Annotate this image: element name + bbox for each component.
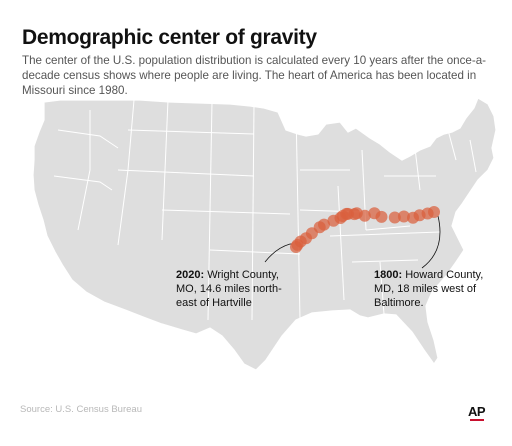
chart-title: Demographic center of gravity [22, 26, 317, 49]
state-borders [53, 99, 477, 321]
population-center-dot-1950 [327, 214, 340, 227]
callout-2020-line3: east of Hartville [176, 297, 252, 309]
callout-1800-year: 1800: [374, 269, 403, 281]
center-of-population-path [290, 206, 440, 253]
pointer-line-2020 [264, 243, 292, 263]
callout-2020-year: 2020: [176, 269, 205, 281]
population-center-dot-1840 [397, 210, 410, 223]
population-center-dot-2020 [290, 241, 302, 253]
pointer-line-1800 [421, 215, 441, 269]
ap-logo: AP [468, 404, 486, 419]
callout-2020-line1: Wright County, [207, 269, 279, 281]
population-center-dot-1830 [407, 211, 419, 224]
callout-1800: 1800: Howard County, MD, 18 miles west o… [374, 268, 483, 310]
population-center-dot-1870 [368, 207, 381, 220]
us-landmass [32, 97, 497, 371]
callout-2020-line2: MO, 14.6 miles north- [176, 283, 282, 295]
callout-2020: 2020: Wright County, MO, 14.6 miles nort… [176, 268, 282, 310]
source-note: Source: U.S. Census Bureau [20, 404, 142, 415]
callout-1800-line1: Howard County, [405, 269, 484, 281]
callout-1800-line3: Baltimore. [374, 297, 424, 309]
population-center-dot-1850 [388, 211, 401, 224]
callout-pointer-lines [264, 215, 441, 269]
callout-1800-line2: MD, 18 miles west of [374, 283, 477, 295]
chart-subtitle: The center of the U.S. population distri… [22, 54, 487, 97]
ap-logo-underline [470, 419, 484, 421]
